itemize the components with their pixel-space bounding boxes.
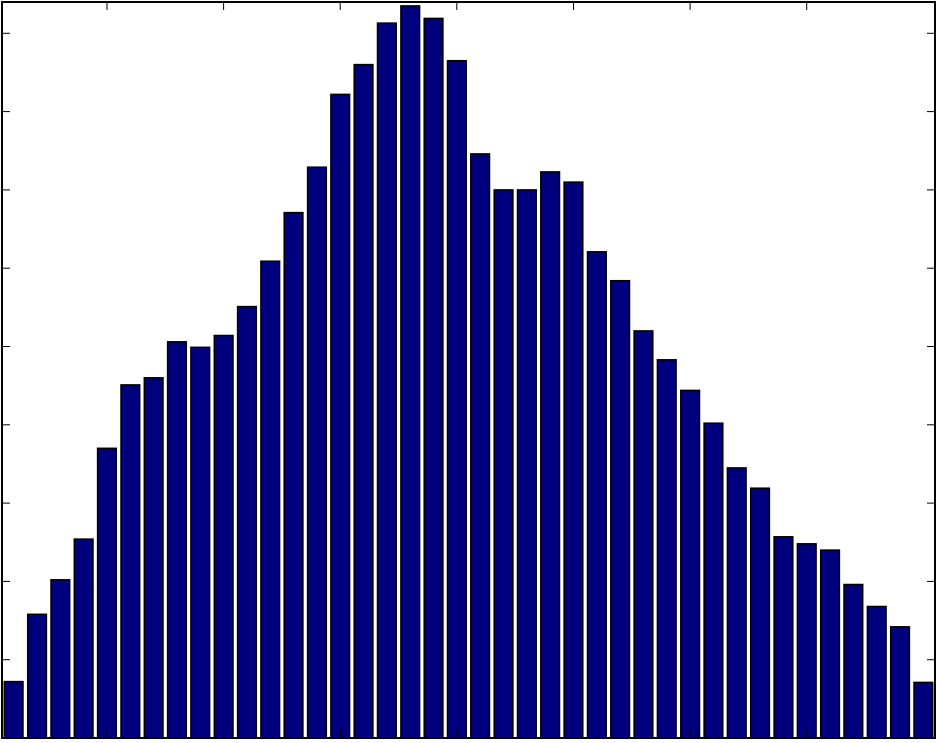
bar-37 xyxy=(843,583,864,739)
bar-14 xyxy=(306,166,328,739)
bar-22 xyxy=(493,189,514,739)
bar-11 xyxy=(236,305,258,739)
bar-30 xyxy=(680,389,701,739)
bar-9 xyxy=(190,346,211,739)
bar-18 xyxy=(400,5,421,739)
bar-15 xyxy=(330,93,351,739)
bar-6 xyxy=(120,384,141,739)
bar-35 xyxy=(796,543,817,739)
bar-32 xyxy=(726,467,747,739)
bar-20 xyxy=(446,59,467,739)
bar-29 xyxy=(656,359,677,739)
bar-3 xyxy=(50,579,71,739)
bar-34 xyxy=(773,536,794,739)
bar-5 xyxy=(96,447,118,739)
bar-2 xyxy=(26,613,48,739)
bar-17 xyxy=(376,22,397,739)
bars-layer xyxy=(3,5,934,739)
bar-21 xyxy=(470,153,491,739)
bar-33 xyxy=(749,487,771,739)
bar-39 xyxy=(889,626,911,739)
bar-7 xyxy=(143,377,164,739)
bar-10 xyxy=(213,334,234,739)
bar-1 xyxy=(3,680,24,739)
bar-31 xyxy=(703,422,724,739)
bar-23 xyxy=(516,189,537,739)
bar-40 xyxy=(913,681,934,739)
bar-13 xyxy=(283,211,304,739)
bar-19 xyxy=(423,17,444,739)
bar-4 xyxy=(73,538,94,739)
bar-27 xyxy=(610,279,631,739)
bar-25 xyxy=(563,181,584,739)
bar-12 xyxy=(260,260,281,739)
bar-28 xyxy=(633,330,654,739)
bar-24 xyxy=(540,171,561,739)
bar-16 xyxy=(353,63,374,739)
bar-38 xyxy=(866,605,887,739)
bar-26 xyxy=(586,251,607,739)
bar-8 xyxy=(166,341,188,739)
bar-36 xyxy=(819,549,841,739)
